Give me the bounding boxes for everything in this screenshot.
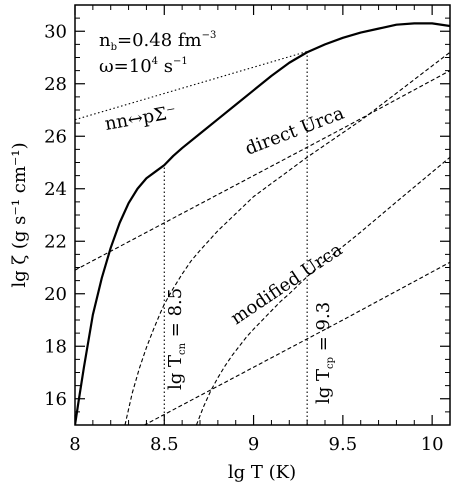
- curves: [75, 22, 450, 425]
- tcp-label: lg Tcp = 9.3: [313, 302, 336, 404]
- y-tick-label: 22: [44, 231, 67, 252]
- x-tick-label: 9: [248, 434, 259, 455]
- y-tick-label: 30: [44, 21, 67, 42]
- frequency-unit: s: [158, 56, 173, 77]
- direct-urca-label: direct Urca: [242, 103, 347, 160]
- y-tick-label: 20: [44, 284, 67, 305]
- y-tick-label: 16: [44, 389, 67, 410]
- x-tick-label: 8: [69, 434, 80, 455]
- tcn-main: lg T: [165, 355, 186, 390]
- x-tick-label: 10: [421, 434, 444, 455]
- tick-labels: 8 8.5 9 9.5 10 16 18 20 22 24 26 28 30: [44, 21, 444, 455]
- tcp-main: lg T: [313, 369, 334, 404]
- frequency-symbol: ω=10: [99, 56, 152, 77]
- plot-frame: [74, 4, 451, 426]
- density-exponent: −3: [202, 30, 217, 41]
- critical-temperature-markers: [163, 52, 308, 425]
- axis-ticks: [74, 5, 451, 425]
- x-tick-label: 8.5: [150, 434, 179, 455]
- hyperon-process-label: nn↔pΣ⁻: [103, 102, 178, 135]
- tcp-subscript: cp: [325, 357, 336, 369]
- tcp-value: = 9.3: [313, 302, 334, 357]
- density-value: =0.48 fm: [117, 30, 202, 51]
- tcn-value: = 8.5: [165, 288, 186, 343]
- density-annotation: nb=0.48 fm−3: [99, 30, 216, 53]
- series-line-4: [124, 51, 450, 425]
- tcn-subscript: cn: [177, 342, 188, 355]
- y-tick-label: 24: [44, 179, 67, 200]
- y-axis-title: lg ζ (g s⁻¹ cm⁻¹): [9, 142, 30, 287]
- y-tick-label: 28: [44, 74, 67, 95]
- series-line-5: [195, 156, 450, 425]
- x-tick-label: 9.5: [329, 434, 358, 455]
- frequency-unit-exponent: −1: [173, 56, 188, 67]
- frequency-annotation: ω=104 s−1: [99, 56, 188, 77]
- y-tick-label: 26: [44, 126, 67, 147]
- y-tick-label: 18: [44, 336, 67, 357]
- x-axis-title: lg T (K): [228, 462, 296, 483]
- tcn-label: lg Tcn = 8.5: [165, 288, 188, 390]
- frequency-exponent: 4: [152, 56, 158, 67]
- density-symbol: n: [99, 30, 111, 51]
- series-line-0: [75, 22, 450, 425]
- density-subscript: b: [111, 42, 117, 53]
- series-line-2: [75, 70, 450, 271]
- series-line-3: [143, 261, 450, 425]
